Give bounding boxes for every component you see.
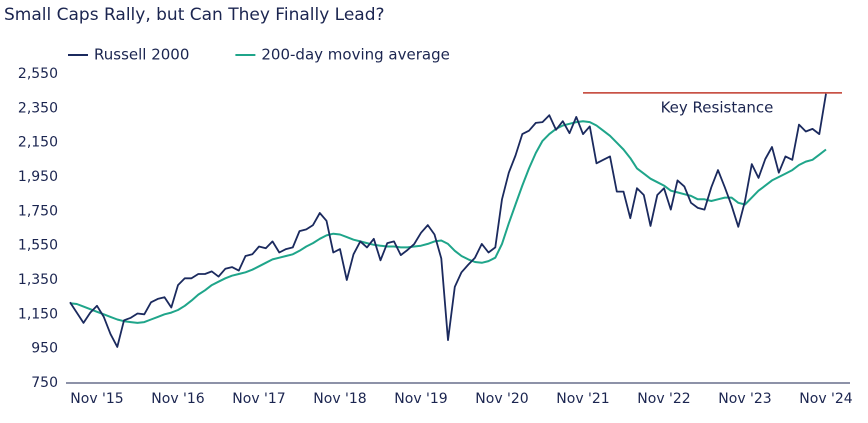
y-tick-label: 2,350 [18, 100, 58, 116]
series-line [69, 93, 827, 348]
y-tick-label: 2,550 [18, 66, 58, 82]
legend-label: 200-day moving average [261, 46, 449, 64]
chart-title: Small Caps Rally, but Can They Finally L… [4, 5, 385, 25]
legend-label: Russell 2000 [94, 46, 189, 64]
x-tick-label: Nov '16 [151, 391, 205, 407]
x-tick-label: Nov '15 [70, 391, 123, 407]
x-tick-label: Nov '24 [799, 391, 853, 407]
y-tick-label: 1,950 [18, 169, 58, 185]
x-tick-label: Nov '18 [313, 391, 366, 407]
y-tick-label: 1,550 [18, 238, 58, 254]
y-tick-label: 1,150 [18, 306, 58, 322]
annotation-label: Key Resistance [661, 98, 774, 116]
y-tick-label: 2,150 [18, 135, 58, 151]
x-tick-label: Nov '21 [556, 391, 609, 407]
y-tick-label: 950 [31, 341, 58, 357]
x-tick-label: Nov '20 [475, 391, 528, 407]
x-tick-label: Nov '23 [718, 391, 771, 407]
y-tick-label: 1,350 [18, 272, 58, 288]
x-tick-label: Nov '17 [232, 391, 285, 407]
x-tick-label: Nov '19 [394, 391, 447, 407]
y-tick-label: 1,750 [18, 203, 58, 219]
series-line [69, 120, 827, 324]
y-tick-label: 750 [31, 375, 58, 391]
x-tick-label: Nov '22 [637, 391, 690, 407]
